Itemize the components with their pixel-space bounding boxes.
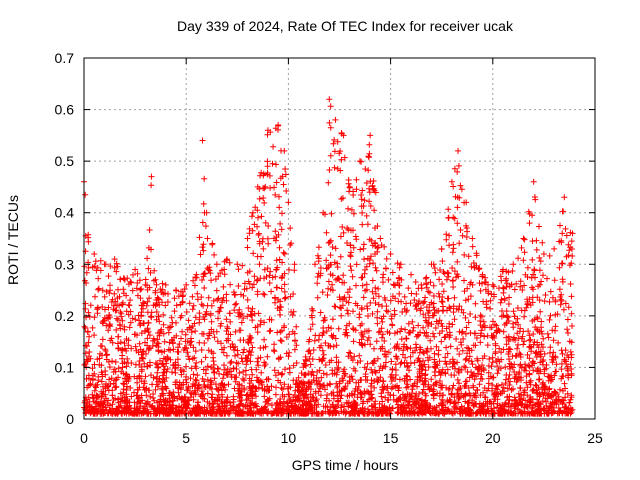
y-tick-label: 0.3	[55, 256, 75, 272]
chart-title: Day 339 of 2024, Rate Of TEC Index for r…	[177, 18, 514, 34]
y-tick-label: 0.4	[55, 205, 75, 221]
x-tick-label: 5	[182, 430, 190, 446]
y-tick-label: 0	[66, 411, 74, 427]
y-tick-label: 0.6	[55, 102, 75, 118]
x-tick-label: 10	[281, 430, 297, 446]
y-tick-label: 0.7	[55, 50, 75, 66]
scatter-marks	[81, 96, 576, 417]
y-axis-label: ROTI / TECUs	[5, 195, 21, 285]
x-tick-label: 25	[587, 430, 603, 446]
x-tick-label: 0	[80, 430, 88, 446]
y-tick-label: 0.1	[55, 359, 75, 375]
x-tick-label: 15	[383, 430, 399, 446]
x-axis-label: GPS time / hours	[292, 457, 399, 473]
plot-frame	[83, 57, 596, 420]
x-tick-label: 20	[485, 430, 501, 446]
y-tick-label: 0.2	[55, 308, 75, 324]
data-points	[81, 96, 576, 417]
axis-ticks: 0 5 10 15 20 25 0 0.1 0.2 0.3 0.4 0.5 0.6 0.7	[55, 50, 603, 446]
y-tick-label: 0.5	[55, 153, 75, 169]
